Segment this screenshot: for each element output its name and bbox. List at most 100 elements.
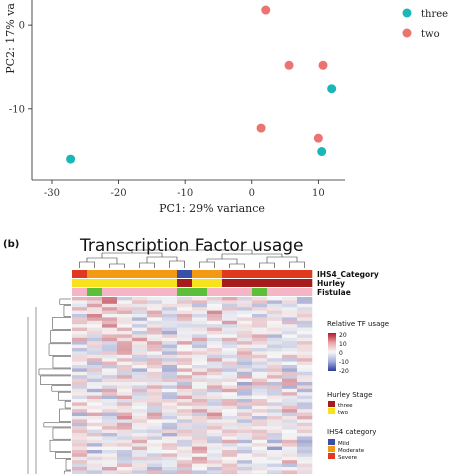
heatmap-cell (117, 426, 133, 430)
heatmap-cell (267, 456, 283, 461)
heatmap-cell (267, 344, 283, 349)
heatmap-cell (177, 443, 193, 447)
heatmap-cell (102, 331, 118, 335)
row-dendrogram-branch (43, 422, 71, 428)
heatmap-cell (267, 320, 283, 325)
annotation-cell-fistulae (132, 288, 148, 296)
heatmap-cell (102, 419, 118, 424)
heatmap-cell (237, 402, 253, 407)
annotation-cell-hurley (132, 279, 148, 287)
heatmap-cell (207, 354, 223, 359)
tf-tick-m10: -10 (339, 359, 349, 366)
heatmap-cell (192, 300, 208, 305)
annotation-cell-fistulae (267, 288, 283, 296)
heatmap-cell (207, 341, 223, 345)
heatmap-cell (207, 303, 223, 308)
heatmap-cell (177, 392, 193, 396)
annotation-cell-fistulae (237, 288, 253, 296)
heatmap-cell (117, 392, 133, 396)
heatmap-cell (162, 361, 178, 366)
heatmap-cell (207, 331, 223, 335)
heatmap-cell (147, 419, 163, 424)
heatmap-panel: (b) Transcription Factor usage IHS4_Cate… (3, 236, 389, 474)
heatmap-cell (117, 412, 133, 417)
heatmap-cell (72, 378, 88, 383)
heatmap-cell (72, 399, 88, 403)
heatmap-cell (132, 409, 148, 413)
heatmap-cell (207, 382, 223, 386)
heatmap-cell (252, 368, 268, 373)
column-dendrogram-branch (206, 258, 238, 264)
heatmap-cell (267, 307, 283, 311)
heatmap-cell (87, 320, 103, 325)
heatmap-cell (282, 378, 298, 383)
heatmap-cell (192, 361, 208, 366)
heatmap-cell (102, 392, 118, 396)
hurley-legend: Hurley Stage three two (327, 391, 372, 416)
heatmap-cell (177, 378, 193, 383)
heatmap-cell (177, 433, 193, 437)
heatmap-cell (177, 439, 193, 444)
annotation-label-hurley: Hurley (317, 279, 345, 288)
heatmap-cell (117, 310, 133, 315)
ihs4-legend-mild-label: Mild (338, 441, 349, 447)
heatmap-cell (177, 341, 193, 345)
heatmap-cell (297, 426, 313, 430)
heatmap-cell (222, 327, 238, 332)
row-dendrogram-branch (64, 400, 71, 409)
heatmap-cell (72, 392, 88, 396)
heatmap-cell (267, 409, 283, 413)
tf-usage-legend: Relative TF usage 20 10 0 -10 -20 (327, 320, 389, 375)
heatmap-cell (222, 422, 238, 427)
heatmap-cell (222, 341, 238, 345)
heatmap-cell (132, 402, 148, 407)
heatmap-cell (252, 341, 268, 345)
heatmap-cell (222, 297, 238, 301)
heatmap-cell (87, 300, 103, 305)
heatmap-cell (147, 436, 163, 441)
heatmap-cell (207, 433, 223, 437)
heatmap-cell (282, 358, 298, 362)
heatmap-cell (102, 310, 118, 315)
annotation-cell-ihs4_category (237, 270, 253, 278)
heatmap-cell (237, 450, 253, 454)
heatmap-cell (162, 402, 178, 407)
heatmap-cell (297, 439, 313, 444)
heatmap-cell (267, 385, 283, 390)
heatmap-cell (282, 354, 298, 359)
heatmap-cell (72, 358, 88, 362)
heatmap-cell (237, 399, 253, 403)
heatmap-cell (72, 412, 88, 417)
heatmap-cell (252, 382, 268, 386)
heatmap-cell (102, 303, 118, 308)
heatmap-cell (72, 446, 88, 451)
heatmap-cell (282, 334, 298, 339)
heatmap-cell (252, 327, 268, 332)
heatmap-cell (267, 341, 283, 345)
heatmap-cell (297, 314, 313, 318)
heatmap-cell (162, 317, 178, 322)
heatmap-cell (162, 351, 178, 356)
heatmap-cell (147, 378, 163, 383)
heatmap-cell (237, 361, 253, 366)
heatmap-cell (282, 371, 298, 376)
hurley-legend-three-label: three (338, 403, 353, 409)
annotation-cell-fistulae (72, 288, 88, 296)
heatmap-cell (297, 378, 313, 383)
annotation-cell-hurley (192, 279, 208, 287)
heatmap-cell (207, 351, 223, 356)
heatmap-cell (222, 453, 238, 458)
heatmap-cell (192, 348, 208, 352)
heatmap-cell (132, 446, 148, 451)
heatmap-cell (132, 297, 148, 301)
heatmap-cell (87, 429, 103, 434)
heatmap-cell (237, 460, 253, 464)
heatmap-cell (237, 405, 253, 410)
heatmap-cell (192, 412, 208, 417)
heatmap-cell (222, 334, 238, 339)
heatmap-cell (267, 317, 283, 322)
heatmap-cell (252, 324, 268, 328)
heatmap-cell (207, 348, 223, 352)
heatmap-cell (252, 303, 268, 308)
heatmap-cell (177, 446, 193, 451)
